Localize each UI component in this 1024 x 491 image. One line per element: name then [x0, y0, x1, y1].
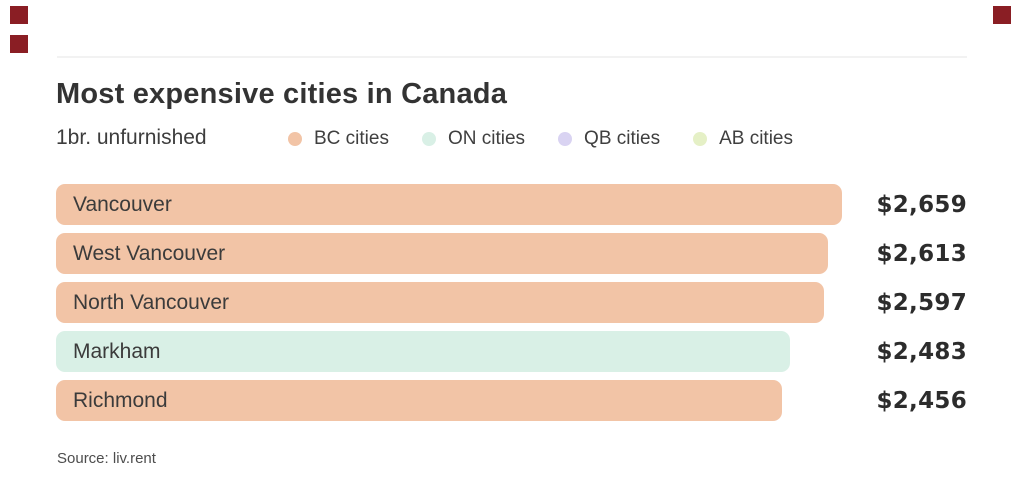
bar-label: Markham	[73, 339, 161, 363]
legend-label: ON cities	[447, 128, 526, 149]
corner-accent-square-top-left-2	[10, 35, 28, 53]
legend-label: AB cities	[719, 128, 793, 149]
bar-label: Vancouver	[73, 192, 172, 216]
header-divider	[57, 56, 967, 58]
bar-markham: Markham	[56, 331, 790, 372]
legend-item-qb: QB cities	[558, 128, 660, 150]
legend-dot-qb	[558, 132, 573, 146]
legend-item-ab: AB cities	[693, 128, 793, 150]
bar-chart: Vancouver $2,659 West Vancouver $2,613 North…	[56, 184, 967, 429]
bar-label: West Vancouver	[73, 241, 226, 265]
legend-dot-bc	[288, 132, 302, 146]
legend-item-bc: BC cities	[288, 128, 389, 150]
bar-label: North Vancouver	[73, 290, 230, 314]
bar-value: $2,483	[876, 338, 967, 365]
legend-label: QB cities	[584, 128, 661, 149]
bar-west-vancouver: West Vancouver	[56, 233, 828, 274]
bar-value: $2,456	[876, 387, 967, 414]
bar-value: $2,613	[876, 240, 967, 267]
chart-row: Richmond $2,456	[56, 380, 967, 421]
chart-subtitle: 1br. unfurnished	[56, 126, 207, 149]
source-note: Source: liv.rent	[57, 450, 156, 467]
chart-row: Vancouver $2,659	[56, 184, 967, 225]
corner-accent-square-top-left-1	[10, 6, 28, 24]
chart-row: West Vancouver $2,613	[56, 233, 967, 274]
legend-dot-on	[421, 132, 436, 146]
chart-title: Most expensive cities in Canada	[56, 78, 508, 110]
bar-value: $2,659	[876, 191, 967, 218]
bar-label: Richmond	[73, 388, 168, 412]
bar-value: $2,597	[876, 289, 967, 316]
chart-row: North Vancouver $2,597	[56, 282, 967, 323]
legend-item-on: ON cities	[421, 128, 526, 150]
corner-accent-square-top-right	[993, 6, 1011, 24]
bar-richmond: Richmond	[56, 380, 782, 421]
legend-dot-ab	[693, 132, 708, 146]
chart-row: Markham $2,483	[56, 331, 967, 372]
legend-label: BC cities	[314, 128, 389, 149]
bar-vancouver: Vancouver	[56, 184, 842, 225]
chart-legend: BC cities ON cities QB cities AB cities	[288, 122, 793, 156]
bar-north-vancouver: North Vancouver	[56, 282, 824, 323]
